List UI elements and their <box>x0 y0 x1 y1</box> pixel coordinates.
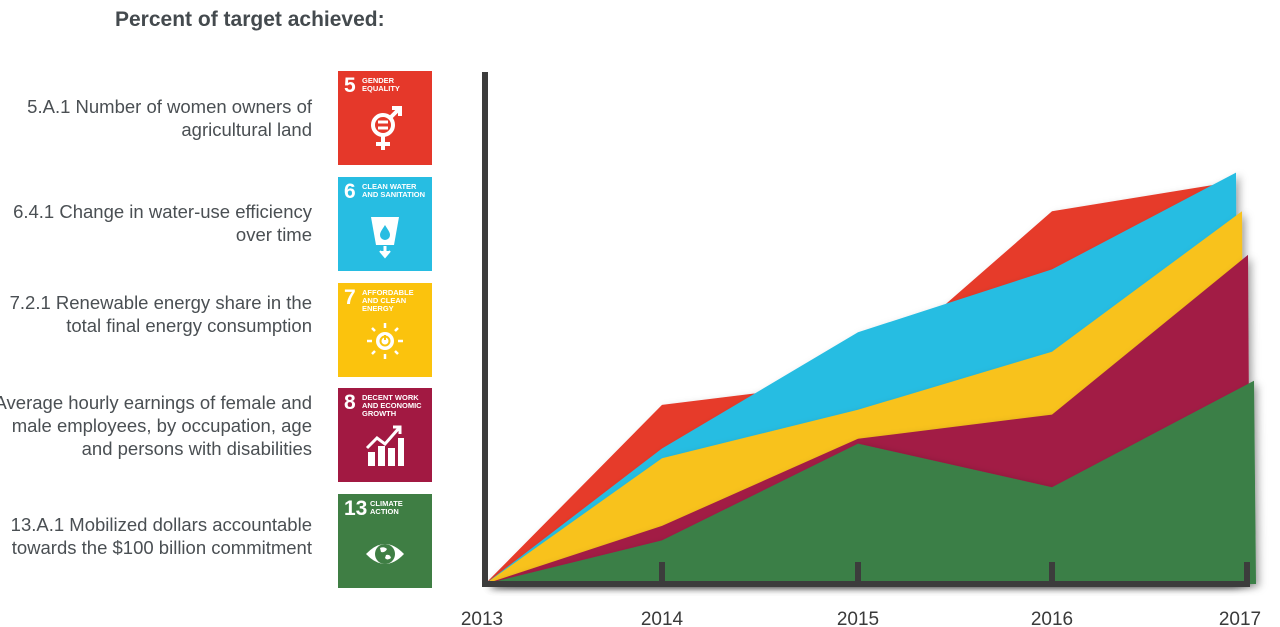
sdg13-label: CLIMATE ACTION <box>370 499 403 516</box>
indicator-label-13a1: 13.A.1 Mobilized dollars accountable tow… <box>10 514 312 558</box>
sdg7-number: 7 <box>344 286 356 309</box>
chart-title: Percent of target achieved: <box>115 8 385 31</box>
x-tick-label-2014: 2014 <box>641 609 684 627</box>
sdg7-label: AFFORDABLE AND CLEAN ENERGY <box>362 288 414 313</box>
sdg6-tile: 6 CLEAN WATER AND SANITATION <box>338 177 432 271</box>
gender-equality-icon <box>371 106 402 150</box>
indicator-label-721: 7.2.1 Renewable energy share in the tota… <box>9 292 312 336</box>
sdg5-tile: 5 GENDER EQUALITY <box>338 71 432 165</box>
water-drop-icon <box>371 217 399 259</box>
indicator-label-5a1: 5.A.1 Number of women owners of agricult… <box>27 96 312 140</box>
sdg13-tile: 13 CLIMATE ACTION <box>338 494 432 588</box>
eye-globe-icon <box>366 544 404 564</box>
area-series-5 <box>485 380 1256 584</box>
sun-power-icon <box>367 323 403 359</box>
area-chart: 2013 2014 2015 2016 2017 <box>461 72 1261 627</box>
sdg8-number: 8 <box>344 391 356 414</box>
sdg6-number: 6 <box>344 180 356 203</box>
sdg8-tile: 8 DECENT WORK AND ECONOMIC GROWTH <box>338 388 432 482</box>
sdg5-label: GENDER EQUALITY <box>362 76 400 93</box>
x-tick-label-2017: 2017 <box>1219 609 1261 627</box>
sdg6-label: CLEAN WATER AND SANITATION <box>362 182 426 199</box>
indicator-label-641: 6.4.1 Change in water-use efficiency ove… <box>13 201 312 245</box>
x-tick-label-2015: 2015 <box>837 609 879 627</box>
x-tick-label-2016: 2016 <box>1031 609 1073 627</box>
x-tick-label-2013: 2013 <box>461 609 503 627</box>
sdg7-tile: 7 AFFORDABLE AND CLEAN ENERGY <box>338 283 432 377</box>
sdg5-number: 5 <box>344 74 356 97</box>
growth-chart-icon <box>365 425 404 466</box>
sdg8-label: DECENT WORK AND ECONOMIC GROWTH <box>362 393 422 418</box>
sdg13-number: 13 <box>344 497 368 520</box>
indicator-label-earnings: Average hourly earnings of female and ma… <box>0 392 312 459</box>
